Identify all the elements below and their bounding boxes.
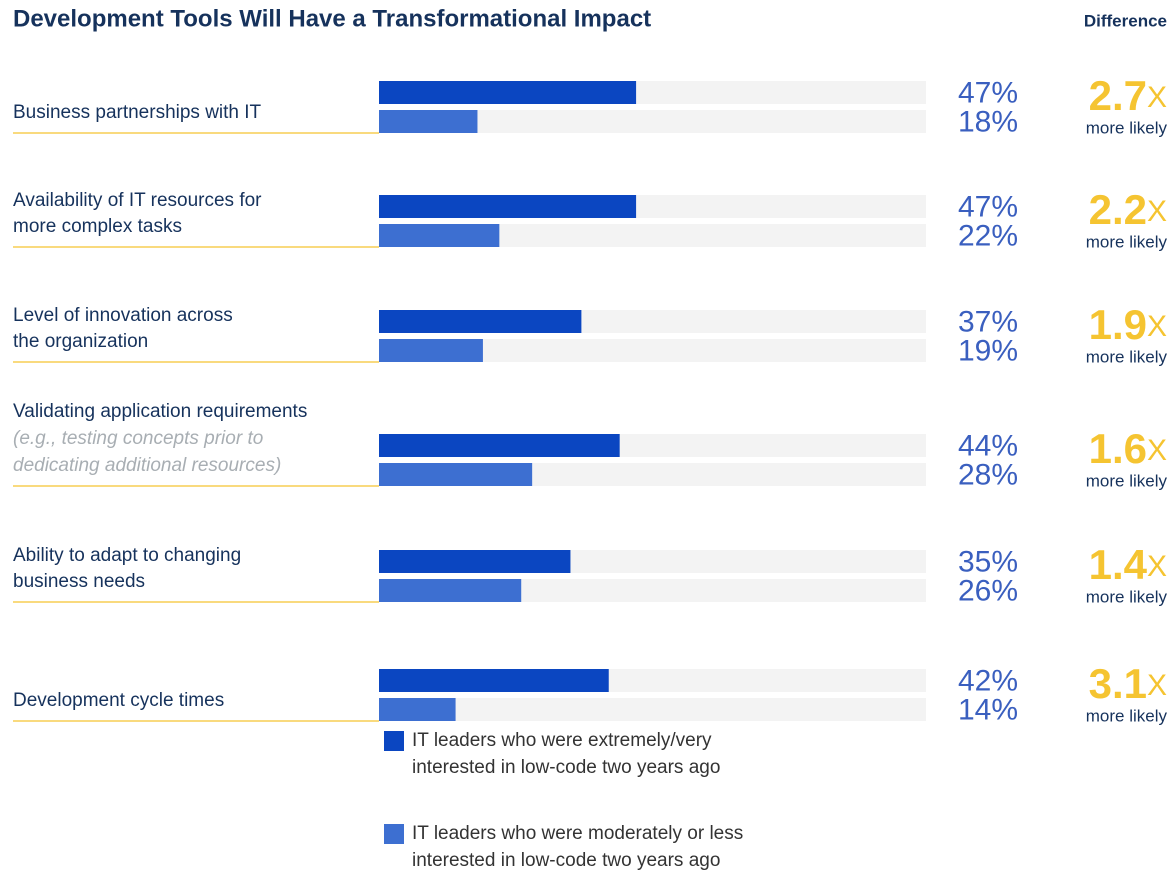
bar	[379, 110, 478, 133]
value-label: 28%	[958, 458, 1018, 491]
value-label: 18%	[958, 105, 1018, 138]
bar	[379, 224, 500, 247]
legend-swatch	[384, 824, 404, 844]
bar	[379, 463, 533, 486]
difference-note: more likely	[1086, 118, 1168, 137]
category-label: Availability of IT resources for more com…	[13, 190, 262, 237]
bar	[379, 339, 483, 362]
difference-unit: X	[1147, 195, 1167, 228]
difference-unit: X	[1147, 310, 1167, 343]
difference: 2.2X	[1089, 186, 1167, 233]
value-label: 47%	[958, 190, 1018, 223]
legend-label: IT leaders who were extremely/very intere…	[412, 730, 720, 778]
bar	[379, 579, 522, 602]
value-label: 22%	[958, 219, 1018, 252]
difference-note: more likely	[1086, 232, 1168, 251]
difference-value: 1.9	[1089, 301, 1147, 348]
difference-note: more likely	[1086, 471, 1168, 490]
difference-note: more likely	[1086, 347, 1168, 366]
difference: 3.1X	[1089, 660, 1167, 707]
difference-header: Difference	[1084, 11, 1167, 30]
value-label: 35%	[958, 545, 1018, 578]
difference-unit: X	[1147, 81, 1167, 114]
bar	[379, 310, 582, 333]
bar	[379, 195, 637, 218]
difference-unit: X	[1147, 669, 1167, 702]
value-label: 19%	[958, 334, 1018, 367]
bar-track	[379, 339, 926, 362]
difference-value: 2.7	[1089, 72, 1147, 119]
legend-swatch	[384, 731, 404, 751]
difference-unit: X	[1147, 550, 1167, 583]
difference-unit: X	[1147, 434, 1167, 467]
difference: 2.7X	[1089, 72, 1167, 119]
difference-value: 2.2	[1089, 186, 1147, 233]
category-label: Level of innovation across the organizati…	[13, 305, 233, 352]
value-label: 44%	[958, 429, 1018, 462]
difference: 1.6X	[1089, 425, 1167, 472]
bar	[379, 669, 609, 692]
bar	[379, 698, 456, 721]
value-label: 26%	[958, 574, 1018, 607]
bar-track	[379, 698, 926, 721]
difference-value: 1.6	[1089, 425, 1147, 472]
legend-label: IT leaders who were moderately or less in…	[412, 823, 743, 871]
bar-track	[379, 224, 926, 247]
difference-note: more likely	[1086, 587, 1168, 606]
category-label: Business partnerships with IT	[13, 102, 262, 123]
difference: 1.4X	[1089, 541, 1167, 588]
value-label: 37%	[958, 305, 1018, 338]
category-note: (e.g., testing concepts prior to dedicati…	[13, 428, 281, 476]
category-label: Ability to adapt to changing business nee…	[13, 545, 241, 592]
bar	[379, 434, 620, 457]
difference: 1.9X	[1089, 301, 1167, 348]
difference-note: more likely	[1086, 706, 1168, 725]
value-label: 14%	[958, 693, 1018, 726]
category-label: Validating application requirements	[13, 401, 307, 422]
chart-title: Development Tools Will Have a Transforma…	[13, 5, 651, 32]
difference-value: 3.1	[1089, 660, 1147, 707]
value-label: 47%	[958, 76, 1018, 109]
bar	[379, 550, 571, 573]
value-label: 42%	[958, 664, 1018, 697]
bar	[379, 81, 637, 104]
difference-value: 1.4	[1089, 541, 1148, 588]
bar-track	[379, 110, 926, 133]
category-label: Development cycle times	[13, 690, 224, 711]
